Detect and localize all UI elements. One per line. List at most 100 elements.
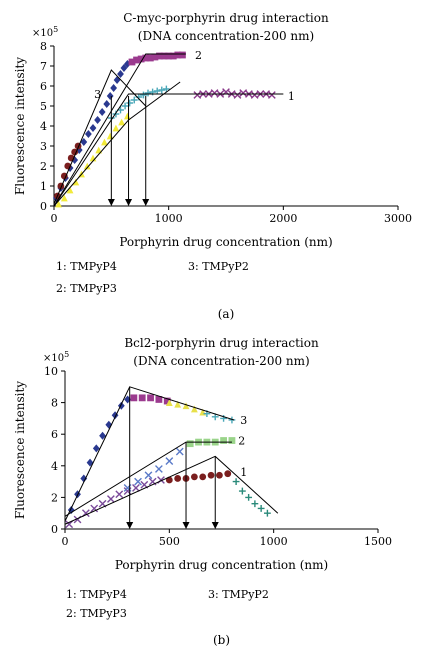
data-point bbox=[169, 52, 177, 60]
data-point bbox=[228, 416, 236, 424]
fit-line bbox=[53, 93, 284, 207]
fit-line bbox=[53, 53, 186, 207]
y-axis-label: Fluorescence intensity bbox=[13, 381, 27, 519]
data-point bbox=[94, 116, 101, 124]
data-point bbox=[132, 484, 140, 492]
data-point bbox=[151, 53, 159, 61]
data-point bbox=[165, 457, 174, 465]
chart-c-myc: C-myc-porphyrin drug interaction (DNA con… bbox=[13, 11, 412, 321]
y-multiplier-label: ×105 bbox=[32, 25, 58, 39]
data-point bbox=[238, 487, 246, 495]
line-number-label: 1 bbox=[288, 90, 295, 103]
data-point bbox=[220, 437, 227, 444]
legend-entry-3: 3: TMPyP2 bbox=[208, 588, 269, 601]
data-point bbox=[155, 465, 163, 473]
data-point bbox=[112, 124, 120, 132]
y-tick-label: 4 bbox=[40, 120, 47, 133]
data-point bbox=[60, 194, 68, 202]
y-tick-label: 0 bbox=[40, 200, 47, 213]
data-point bbox=[233, 91, 242, 99]
series-series-3-plus bbox=[203, 410, 236, 424]
data-point bbox=[186, 440, 194, 448]
figure-caption: (a) bbox=[218, 307, 235, 321]
arrow-head bbox=[182, 522, 190, 529]
data-point bbox=[123, 112, 131, 120]
data-point bbox=[106, 92, 114, 100]
legend-entry-2: 2: TMPyP3 bbox=[56, 282, 117, 295]
legend-entry-2: 2: TMPyP3 bbox=[66, 607, 127, 620]
series-magenta-square bbox=[130, 394, 171, 405]
data-point bbox=[80, 138, 88, 146]
data-point bbox=[199, 473, 207, 481]
data-point bbox=[99, 431, 106, 440]
y-multiplier-exponent: 5 bbox=[53, 25, 58, 34]
data-point bbox=[115, 490, 124, 499]
data-point bbox=[144, 471, 153, 480]
arrow-head bbox=[126, 522, 134, 529]
y-multiplier-exponent: 5 bbox=[64, 350, 69, 359]
y-tick-label: 8 bbox=[40, 40, 47, 53]
line-number-label: 2 bbox=[195, 49, 202, 62]
data-point bbox=[89, 124, 97, 132]
data-point bbox=[142, 54, 150, 62]
data-point bbox=[133, 56, 140, 64]
data-point bbox=[179, 51, 186, 59]
y-tick-label: 7 bbox=[40, 60, 47, 73]
data-point bbox=[174, 51, 182, 59]
x-axis-label: Porphyrin drug concentration (nm) bbox=[119, 235, 332, 249]
data-point bbox=[190, 473, 198, 481]
data-point bbox=[207, 471, 215, 479]
data-point bbox=[80, 474, 88, 483]
data-point bbox=[182, 402, 190, 410]
data-point bbox=[232, 478, 240, 485]
data-point bbox=[228, 437, 236, 444]
figure-caption: (b) bbox=[213, 633, 230, 647]
chart-title: Bcl2-porphyrin drug interaction bbox=[124, 336, 319, 350]
series-maroon-circle bbox=[165, 470, 232, 484]
y-axis-label: Fluorescence intensity bbox=[13, 57, 27, 195]
data-point bbox=[90, 504, 99, 513]
y-tick-label: 5 bbox=[40, 100, 47, 113]
x-tick-label: 1000 bbox=[260, 535, 288, 548]
data-point bbox=[130, 96, 138, 104]
data-point bbox=[126, 99, 134, 107]
data-point bbox=[106, 132, 114, 140]
data-point bbox=[147, 394, 154, 402]
series-teal-plus bbox=[232, 478, 271, 517]
data-point bbox=[120, 64, 128, 72]
data-point bbox=[134, 477, 142, 486]
chart-subtitle: (DNA concentration-200 nm) bbox=[133, 354, 309, 368]
data-point bbox=[138, 394, 146, 402]
data-point bbox=[103, 100, 111, 108]
chart-bcl2: Bcl2-porphyrin drug interaction (DNA conc… bbox=[13, 336, 392, 647]
arrow-head bbox=[107, 199, 115, 206]
data-point bbox=[101, 138, 108, 146]
data-point bbox=[146, 54, 154, 62]
data-point bbox=[92, 444, 100, 453]
data-point bbox=[60, 172, 68, 180]
chart-title: C-myc-porphyrin drug interaction bbox=[123, 11, 329, 25]
data-point bbox=[158, 86, 166, 94]
x-tick-label: 3000 bbox=[384, 212, 412, 225]
y-tick-label: 8 bbox=[51, 397, 58, 410]
y-tick-label: 4 bbox=[51, 460, 58, 473]
y-tick-label: 6 bbox=[51, 428, 58, 441]
data-point bbox=[137, 55, 145, 63]
x-axis-label: Porphyrin drug concentration (nm) bbox=[115, 558, 328, 572]
data-point bbox=[174, 400, 182, 408]
data-point bbox=[156, 52, 163, 60]
data-point bbox=[220, 415, 227, 422]
x-tick-label: 0 bbox=[62, 535, 69, 548]
data-point bbox=[72, 178, 80, 186]
series-series-2-square bbox=[128, 51, 186, 66]
y-tick-label: 2 bbox=[51, 491, 58, 504]
y-multiplier-label: ×105 bbox=[43, 350, 69, 364]
data-point bbox=[257, 505, 265, 512]
data-point bbox=[86, 458, 94, 467]
chart-subtitle: (DNA concentration-200 nm) bbox=[138, 29, 314, 43]
data-point bbox=[267, 91, 276, 99]
data-point bbox=[98, 108, 106, 116]
data-point bbox=[165, 399, 173, 406]
arrow-head bbox=[125, 199, 133, 206]
data-point bbox=[55, 200, 62, 208]
